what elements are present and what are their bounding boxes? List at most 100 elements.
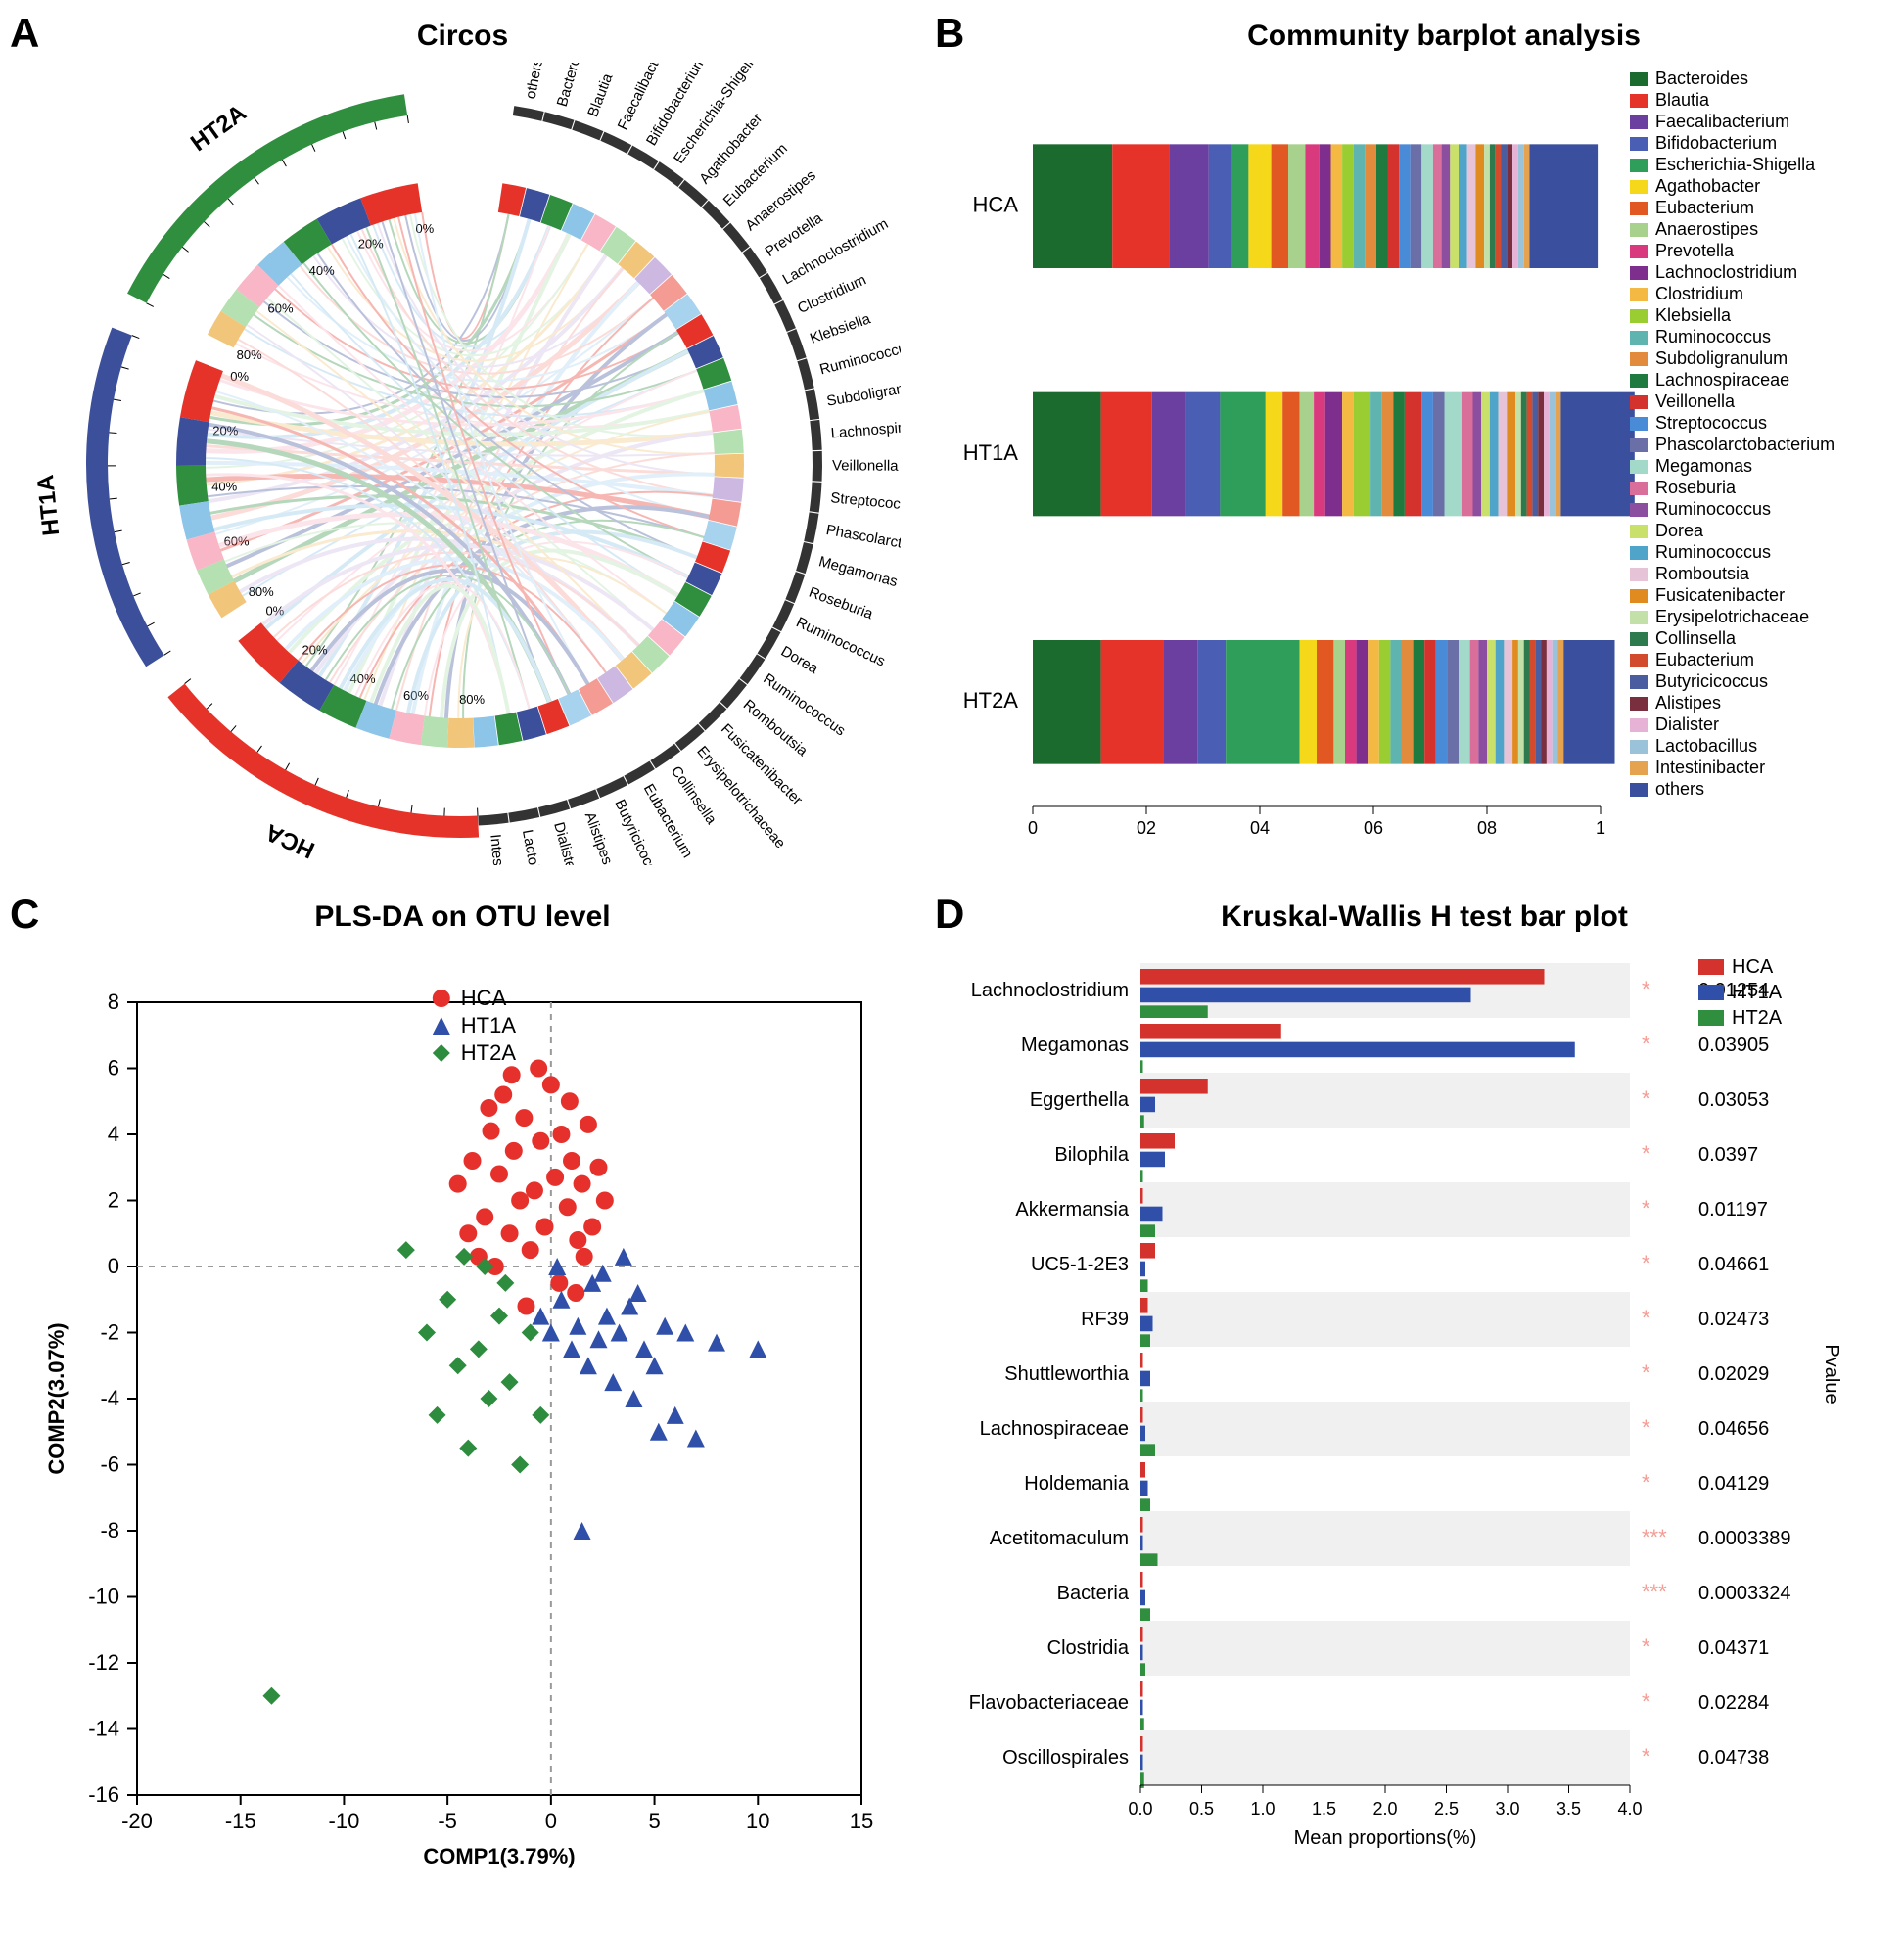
panel-letter-d: D — [935, 891, 964, 938]
svg-text:Holdemania: Holdemania — [1024, 1473, 1130, 1495]
svg-text:2: 2 — [108, 1188, 119, 1213]
panel-title-b: Community barplot analysis — [945, 20, 1884, 53]
svg-text:0.0397: 0.0397 — [1698, 1144, 1758, 1166]
svg-text:Lachnospiraceae: Lachnospiraceae — [830, 416, 901, 441]
svg-text:***: *** — [1642, 1580, 1667, 1604]
svg-text:Alistipes: Alistipes — [1655, 693, 1721, 713]
svg-text:Ruminococcus: Ruminococcus — [1655, 327, 1771, 346]
svg-text:0.04371: 0.04371 — [1698, 1637, 1769, 1659]
svg-text:HCA: HCA — [1732, 956, 1774, 978]
svg-text:0.04656: 0.04656 — [1698, 1418, 1769, 1440]
svg-text:Lachnoclostridium: Lachnoclostridium — [1655, 262, 1797, 282]
svg-text:-14: -14 — [88, 1717, 119, 1741]
svg-text:*: * — [1642, 1032, 1650, 1056]
svg-text:Eubacterium: Eubacterium — [1655, 198, 1754, 217]
svg-text:*: * — [1642, 1360, 1650, 1385]
svg-text:*: * — [1642, 1086, 1650, 1111]
svg-text:Flavobacteriaceae: Flavobacteriaceae — [969, 1692, 1129, 1714]
svg-text:4: 4 — [108, 1122, 119, 1146]
svg-text:Lactobacillus: Lactobacillus — [519, 828, 550, 865]
svg-text:Bacteria: Bacteria — [1057, 1583, 1130, 1604]
svg-text:*: * — [1642, 1415, 1650, 1440]
svg-text:Pvalue: Pvalue — [1821, 1344, 1842, 1404]
svg-text:Erysipelotrichaceae: Erysipelotrichaceae — [693, 743, 788, 851]
svg-text:Anaerostipes: Anaerostipes — [1655, 219, 1758, 239]
svg-text:Lachnoclostridium: Lachnoclostridium — [971, 980, 1129, 1001]
svg-text:Roseburia: Roseburia — [807, 584, 876, 623]
svg-text:Phascolarctobacterium: Phascolarctobacterium — [1655, 435, 1834, 454]
svg-text:*: * — [1642, 1689, 1650, 1714]
svg-text:*: * — [1642, 1744, 1650, 1769]
panel-title-a: Circos — [20, 20, 906, 53]
svg-text:5: 5 — [648, 1809, 660, 1833]
svg-text:Bifidobacterium: Bifidobacterium — [1655, 133, 1777, 153]
svg-text:-6: -6 — [100, 1452, 119, 1477]
svg-text:Collinsella: Collinsella — [1655, 628, 1737, 648]
svg-text:HT2A: HT2A — [461, 1040, 517, 1065]
svg-text:Ruminococcus: Ruminococcus — [1655, 542, 1771, 562]
svg-text:Bacteroides: Bacteroides — [1655, 69, 1748, 88]
svg-text:Klebsiella: Klebsiella — [1655, 305, 1732, 325]
svg-text:0.0003324: 0.0003324 — [1698, 1583, 1791, 1604]
panel-title-d: Kruskal-Wallis H test bar plot — [945, 900, 1884, 934]
svg-text:Dorea: Dorea — [1655, 521, 1704, 540]
svg-text:HT1A: HT1A — [963, 440, 1019, 465]
svg-text:HT1A: HT1A — [32, 474, 65, 537]
svg-text:3.5: 3.5 — [1556, 1799, 1581, 1818]
svg-text:04: 04 — [1250, 818, 1270, 838]
panel-b: B Community barplot analysis HCAHT1AHT2A… — [925, 0, 1904, 881]
svg-text:Lachnospiraceae: Lachnospiraceae — [980, 1418, 1129, 1440]
svg-text:Blautia: Blautia — [584, 70, 616, 119]
svg-text:6: 6 — [108, 1056, 119, 1081]
svg-text:COMP2(3.07%): COMP2(3.07%) — [44, 1322, 69, 1474]
svg-text:HCA: HCA — [261, 818, 319, 863]
svg-text:15: 15 — [850, 1809, 873, 1833]
svg-text:0.04738: 0.04738 — [1698, 1747, 1769, 1769]
svg-text:1: 1 — [1596, 818, 1605, 838]
svg-text:Veillonella: Veillonella — [1655, 391, 1736, 411]
svg-text:Butyricicoccus: Butyricicoccus — [1655, 671, 1768, 691]
panel-letter-b: B — [935, 10, 964, 57]
panel-a: A Circos HT2A0%20%40%60%80%HT1A0%20%40%6… — [0, 0, 925, 881]
svg-text:Lachnospiraceae: Lachnospiraceae — [1655, 370, 1789, 390]
svg-text:-4: -4 — [100, 1386, 119, 1410]
svg-text:HT2A: HT2A — [186, 100, 252, 158]
svg-text:RF39: RF39 — [1081, 1309, 1129, 1330]
svg-text:Mean proportions(%): Mean proportions(%) — [1294, 1827, 1477, 1849]
svg-text:Dialister: Dialister — [550, 820, 580, 865]
svg-text:*: * — [1642, 1634, 1650, 1659]
svg-text:*: * — [1642, 1306, 1650, 1330]
svg-text:-15: -15 — [225, 1809, 256, 1833]
svg-text:0.03053: 0.03053 — [1698, 1089, 1769, 1111]
svg-text:Dorea: Dorea — [778, 643, 821, 678]
svg-text:Megamonas: Megamonas — [1021, 1035, 1129, 1056]
svg-text:Erysipelotrichaceae: Erysipelotrichaceae — [1655, 607, 1809, 626]
svg-text:-16: -16 — [88, 1782, 119, 1807]
svg-text:8: 8 — [108, 990, 119, 1014]
svg-text:0.04129: 0.04129 — [1698, 1473, 1769, 1495]
svg-text:10: 10 — [746, 1809, 769, 1833]
svg-text:06: 06 — [1364, 818, 1383, 838]
svg-text:-12: -12 — [88, 1650, 119, 1675]
svg-text:2.5: 2.5 — [1434, 1799, 1459, 1818]
svg-text:HCA: HCA — [973, 192, 1019, 216]
svg-text:Escherichia-Shigella: Escherichia-Shigella — [1655, 155, 1816, 174]
scatter-c: -20-15-10-5051015-16-14-12-10-8-6-4-2024… — [20, 943, 901, 1883]
svg-text:UC5-1-2E3: UC5-1-2E3 — [1031, 1254, 1129, 1275]
svg-text:0.02029: 0.02029 — [1698, 1363, 1769, 1385]
svg-text:Bacteroides: Bacteroides — [554, 63, 591, 109]
svg-text:Prevotella: Prevotella — [1655, 241, 1735, 260]
svg-text:Akkermansia: Akkermansia — [1015, 1199, 1129, 1220]
svg-text:Oscillospirales: Oscillospirales — [1002, 1747, 1129, 1769]
panel-letter-c: C — [10, 891, 39, 938]
svg-text:0.02473: 0.02473 — [1698, 1309, 1769, 1330]
svg-text:Veillonella: Veillonella — [832, 457, 899, 474]
svg-text:Faecalibacterium: Faecalibacterium — [1655, 112, 1789, 131]
svg-text:2.0: 2.0 — [1372, 1799, 1397, 1818]
panel-c: C PLS-DA on OTU level -20-15-10-5051015-… — [0, 881, 925, 1933]
panel-letter-a: A — [10, 10, 39, 57]
svg-text:0.0: 0.0 — [1128, 1799, 1152, 1818]
svg-text:Lactobacillus: Lactobacillus — [1655, 736, 1757, 756]
svg-text:Subdoligranulum: Subdoligranulum — [1655, 348, 1788, 368]
svg-text:-5: -5 — [438, 1809, 457, 1833]
